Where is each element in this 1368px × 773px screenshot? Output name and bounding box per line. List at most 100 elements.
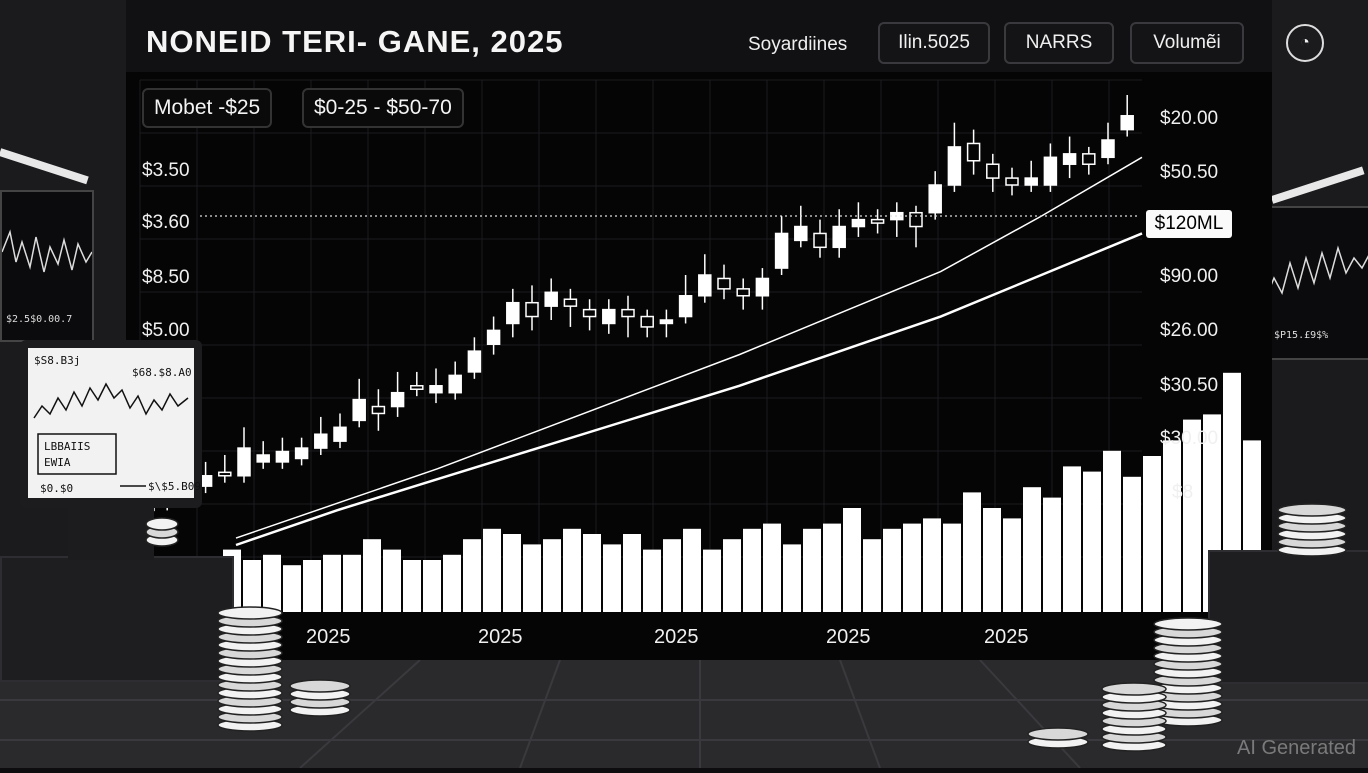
moving-average-line — [235, 156, 1143, 539]
pill-mobet[interactable]: Mobet -$25 — [142, 88, 273, 128]
right-axis-label: $50.50 — [1160, 162, 1219, 183]
monitor-top-left: $S8.B3j — [34, 354, 81, 367]
right-axis-label: $20.00 — [1160, 108, 1219, 129]
volume-bar — [463, 539, 481, 612]
monitor-bottom-right: $\$5.B09 — [148, 480, 201, 493]
coin — [289, 679, 351, 693]
monitor-bottom-left: $0.$0 — [40, 482, 74, 495]
coin — [1027, 727, 1089, 741]
pill-range[interactable]: $0-25 - $50-70 — [302, 88, 464, 128]
volume-bar — [983, 508, 1001, 612]
candle-body — [429, 385, 443, 394]
candle-body — [851, 218, 866, 228]
x-tick-label: 2025 — [478, 626, 523, 648]
right-axis-label: $26.00 — [1160, 320, 1219, 341]
monitor-screen: $S8.B3j $68.$8.A0 LBBAIIS EWIA $0.$0 $\$… — [28, 348, 201, 498]
volume-bar — [303, 560, 321, 612]
volume-bar — [403, 560, 421, 612]
candle-body — [794, 225, 808, 242]
volume-bar — [1023, 487, 1041, 612]
right-axis-label: $8 — [1172, 482, 1194, 503]
volume-bar — [583, 534, 601, 612]
reference-price-box: $120ML — [1146, 210, 1232, 238]
x-tick-label: 2025 — [654, 626, 699, 648]
left-axis-label: $5.00 — [142, 320, 190, 341]
volume-bar — [1123, 476, 1141, 612]
candle-body — [582, 308, 597, 318]
volume-bar — [903, 523, 921, 612]
volume-bar — [683, 528, 701, 612]
volume-bar — [563, 528, 581, 612]
left-axis-label: $3.50 — [142, 160, 190, 181]
candle-body — [544, 291, 558, 307]
candle-body — [467, 350, 482, 373]
volume-bar — [783, 544, 801, 612]
candle-body — [314, 433, 328, 449]
candle-body — [294, 447, 309, 460]
header-label: Soyardiines — [748, 34, 848, 55]
coin — [217, 606, 283, 620]
coin — [1101, 682, 1167, 696]
right-desk — [1208, 550, 1368, 684]
candle-body — [774, 232, 789, 269]
header-button-volume[interactable]: Volumẽi — [1130, 22, 1244, 64]
candle-body — [1024, 177, 1038, 186]
volume-bar — [1063, 466, 1081, 612]
header-button-range[interactable]: Ilin.5025 — [878, 22, 990, 64]
monitor-box-line1: LBBAIIS — [44, 440, 91, 453]
candle-body — [1082, 153, 1096, 165]
coin — [1153, 617, 1223, 631]
monitor-stand — [68, 506, 154, 560]
candle-body — [448, 374, 462, 394]
monitor-sparkline — [33, 382, 189, 487]
volume-bar — [543, 539, 561, 612]
volume-bar — [263, 554, 281, 612]
volume-bar — [423, 560, 441, 612]
right-side-screen: $P15.£9$% — [1264, 206, 1368, 360]
volume-bar — [703, 549, 721, 612]
volume-bar — [523, 544, 541, 612]
volume-bar — [623, 534, 641, 612]
x-tick-label: 2025 — [826, 626, 871, 648]
candle-body — [640, 315, 654, 328]
volume-bar — [343, 554, 361, 612]
moving-average-line — [235, 232, 1143, 547]
candle-body — [659, 319, 674, 325]
logo-icon[interactable]: ◔ — [1286, 24, 1324, 62]
candle-body — [1101, 139, 1115, 159]
candle-body — [602, 308, 616, 325]
candle-body — [410, 385, 424, 390]
candle-body — [237, 447, 251, 477]
volume-bar — [803, 528, 821, 612]
volume-bar — [763, 523, 781, 612]
candle-body — [1005, 177, 1019, 186]
x-tick-label: 2025 — [306, 626, 351, 648]
candle-body — [333, 426, 347, 442]
volume-bar — [1163, 440, 1181, 612]
candle-body — [966, 142, 981, 162]
candle-body — [525, 301, 539, 318]
candle-body — [909, 211, 923, 228]
candle-body — [621, 308, 635, 318]
header-button-narrs[interactable]: NARRS — [1004, 22, 1114, 64]
candle-body — [717, 277, 731, 290]
volume-bar — [483, 528, 501, 612]
volume-bar — [1183, 419, 1201, 612]
left-axis-label: $8.50 — [142, 267, 190, 288]
candle-body — [563, 298, 578, 307]
candle-body — [256, 454, 270, 463]
candle-body — [1062, 153, 1077, 165]
candle-body — [506, 301, 520, 325]
volume-bar — [443, 554, 461, 612]
candle-body — [352, 398, 366, 422]
volume-bar — [643, 549, 661, 612]
volume-bar — [723, 539, 741, 612]
volume-bar — [923, 518, 941, 612]
volume-bar — [1083, 471, 1101, 612]
candle-body — [1043, 156, 1058, 186]
coin — [1277, 503, 1347, 517]
candle-body — [947, 146, 962, 186]
volume-bar — [603, 544, 621, 612]
volume-bar — [863, 539, 881, 612]
left-side-caption: $2.5$0.00.7 — [6, 314, 73, 325]
